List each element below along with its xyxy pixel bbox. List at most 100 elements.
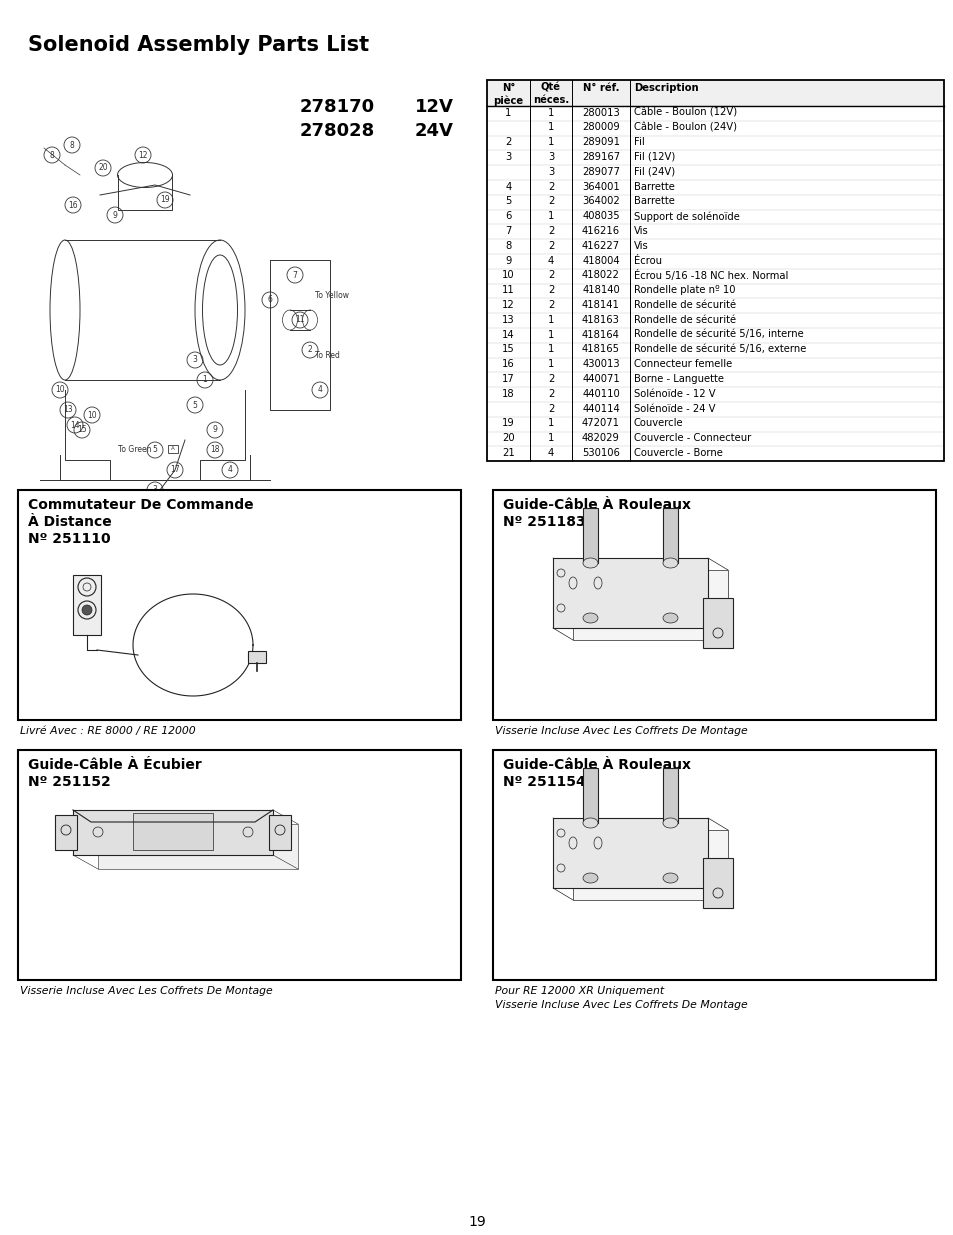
Text: Support de solénoïde: Support de solénoïde <box>634 211 740 221</box>
Text: 21: 21 <box>145 520 154 530</box>
Text: Guide-Câble À Rouleaux: Guide-Câble À Rouleaux <box>502 758 690 772</box>
Text: 2: 2 <box>547 241 554 251</box>
Text: 1: 1 <box>547 137 554 147</box>
Text: Guide-Câble À Écubier: Guide-Câble À Écubier <box>28 758 201 772</box>
Text: 289167: 289167 <box>581 152 619 162</box>
Text: 18: 18 <box>501 389 515 399</box>
Text: 2: 2 <box>547 389 554 399</box>
Text: 5: 5 <box>193 400 197 410</box>
Text: Description: Description <box>634 83 698 93</box>
Text: 24V: 24V <box>415 122 454 140</box>
Bar <box>553 558 707 629</box>
Text: Vis: Vis <box>634 241 648 251</box>
Text: 1: 1 <box>547 107 554 117</box>
Text: 5: 5 <box>505 196 511 206</box>
Text: Visserie Incluse Avec Les Coffrets De Montage: Visserie Incluse Avec Les Coffrets De Mo… <box>20 986 273 995</box>
Text: Câble - Boulon (12V): Câble - Boulon (12V) <box>634 107 737 117</box>
Text: 9: 9 <box>505 256 511 266</box>
Text: Commutateur De Commande: Commutateur De Commande <box>28 498 253 513</box>
Text: 10: 10 <box>55 385 65 394</box>
Ellipse shape <box>662 613 678 622</box>
Text: 278028: 278028 <box>299 122 375 140</box>
Bar <box>128 525 138 534</box>
Text: 4: 4 <box>505 182 511 191</box>
Text: 1: 1 <box>547 122 554 132</box>
Text: 8: 8 <box>505 241 511 251</box>
Text: Rondelle de sécurité 5/16, interne: Rondelle de sécurité 5/16, interne <box>634 330 803 340</box>
Text: 17: 17 <box>170 466 179 474</box>
Bar <box>18 490 460 720</box>
Bar <box>73 576 101 635</box>
Bar <box>582 768 598 823</box>
Bar <box>702 858 732 908</box>
Text: Fil: Fil <box>634 137 644 147</box>
Text: 2: 2 <box>547 374 554 384</box>
Text: 416216: 416216 <box>581 226 619 236</box>
Text: Visserie Incluse Avec Les Coffrets De Montage: Visserie Incluse Avec Les Coffrets De Mo… <box>495 1000 747 1010</box>
Text: 2: 2 <box>307 346 312 354</box>
Text: 16: 16 <box>68 200 78 210</box>
Text: 3: 3 <box>547 152 554 162</box>
Text: 7: 7 <box>505 226 511 236</box>
Text: Nº 251152: Nº 251152 <box>28 776 111 789</box>
Text: 15: 15 <box>77 426 87 435</box>
Text: 11: 11 <box>501 285 515 295</box>
Text: 21: 21 <box>111 536 120 545</box>
Ellipse shape <box>582 818 598 827</box>
Text: Borne - Languette: Borne - Languette <box>634 374 723 384</box>
Bar <box>553 818 707 888</box>
Text: Nº 251110: Nº 251110 <box>28 532 111 546</box>
Text: N°
pièce: N° pièce <box>493 83 523 106</box>
Text: 440114: 440114 <box>581 404 619 414</box>
Text: 6: 6 <box>505 211 511 221</box>
Text: 9: 9 <box>112 210 117 220</box>
Text: 1: 1 <box>547 315 554 325</box>
Text: 418140: 418140 <box>581 285 619 295</box>
Text: 530106: 530106 <box>581 448 619 458</box>
Text: 15: 15 <box>501 345 515 354</box>
Text: 21: 21 <box>501 448 515 458</box>
Text: 1: 1 <box>202 375 207 384</box>
Text: Couvercle: Couvercle <box>634 419 683 429</box>
Text: 12: 12 <box>501 300 515 310</box>
Bar <box>662 508 678 563</box>
Text: 472071: 472071 <box>581 419 619 429</box>
Text: 4: 4 <box>547 448 554 458</box>
Text: 7: 7 <box>293 270 297 279</box>
Text: 21: 21 <box>195 541 205 550</box>
Bar <box>248 651 266 663</box>
Ellipse shape <box>582 873 598 883</box>
Text: 440071: 440071 <box>581 374 619 384</box>
Text: Vis: Vis <box>634 226 648 236</box>
Bar <box>573 830 727 900</box>
Text: Câble - Boulon (24V): Câble - Boulon (24V) <box>634 122 737 132</box>
Text: 8: 8 <box>70 141 74 149</box>
Text: 418163: 418163 <box>581 315 619 325</box>
Text: Couvercle - Borne: Couvercle - Borne <box>634 448 722 458</box>
Text: 2: 2 <box>547 300 554 310</box>
Text: 418022: 418022 <box>581 270 619 280</box>
Text: Visserie Incluse Avec Les Coffrets De Montage: Visserie Incluse Avec Les Coffrets De Mo… <box>495 726 747 736</box>
Text: 21: 21 <box>170 536 179 545</box>
Text: 19: 19 <box>501 419 515 429</box>
Text: 418004: 418004 <box>581 256 619 266</box>
Bar <box>168 445 178 453</box>
Text: 3: 3 <box>505 152 511 162</box>
Text: N° réf.: N° réf. <box>582 83 618 93</box>
Text: A: A <box>171 447 174 452</box>
Text: Qté
néces.: Qté néces. <box>533 83 569 105</box>
Text: 289077: 289077 <box>581 167 619 177</box>
Text: 3: 3 <box>152 485 157 494</box>
Text: Guide-Câble À Rouleaux: Guide-Câble À Rouleaux <box>502 498 690 513</box>
Ellipse shape <box>582 558 598 568</box>
Text: 2: 2 <box>505 137 511 147</box>
Text: 19: 19 <box>160 195 170 205</box>
Ellipse shape <box>662 558 678 568</box>
Text: 418141: 418141 <box>581 300 619 310</box>
Text: 10: 10 <box>87 410 96 420</box>
Text: 13: 13 <box>501 315 515 325</box>
Text: 1: 1 <box>547 419 554 429</box>
Bar <box>269 815 291 850</box>
Ellipse shape <box>582 613 598 622</box>
Text: 280013: 280013 <box>581 107 619 117</box>
